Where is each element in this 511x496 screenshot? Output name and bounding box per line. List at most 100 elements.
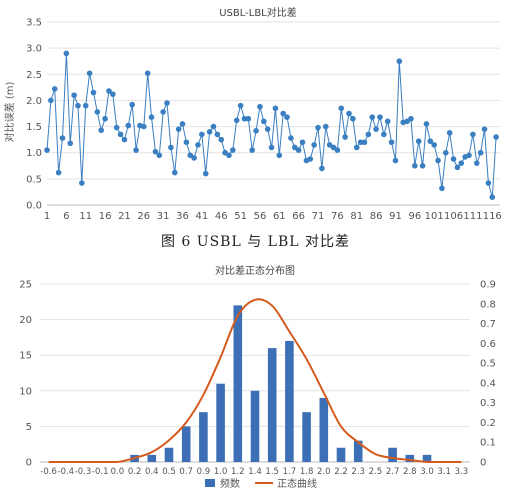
chart1-data-point	[171, 169, 178, 176]
chart1-data-point	[152, 148, 159, 155]
chart1-data-point	[75, 102, 81, 109]
chart2-x-tick-label: 3.1	[437, 467, 451, 477]
chart1-data-point	[226, 152, 232, 159]
chart2-bar	[267, 348, 277, 462]
chart1-data-point	[319, 165, 325, 172]
chart1-data-point	[160, 109, 166, 115]
chart1-data-point	[63, 50, 70, 57]
chart1-x-tick-label: 116	[483, 211, 502, 222]
chart1-data-point	[257, 103, 263, 110]
chart2-y-tick-label: 15	[19, 351, 32, 362]
chart2-bar	[319, 397, 329, 462]
chart1-data-point	[396, 58, 403, 65]
chart1-data-point	[121, 136, 128, 143]
chart1-data-point	[237, 102, 244, 109]
chart1-data-point	[427, 138, 434, 145]
chart1-x-tick-label: 36	[176, 211, 189, 222]
chart1-data-point	[245, 115, 252, 122]
chart1-x-tick-label: 91	[389, 211, 402, 222]
chart2-x-tick-label: -0.3	[75, 467, 92, 477]
chart1-data-point	[412, 162, 418, 169]
chart2-y2-tick-label: 0.7	[480, 319, 496, 330]
chart1-data-point	[199, 131, 205, 138]
chart1-y-tick-label: 1.0	[26, 148, 42, 159]
chart1-y-tick-label: 3.0	[26, 44, 42, 55]
chart1-data-point	[268, 144, 275, 151]
chart1-data-point	[450, 156, 457, 162]
chart1-data-point	[140, 123, 147, 130]
chart1-data-point	[94, 109, 101, 115]
chart1-data-point	[365, 131, 372, 138]
chart2-bar	[405, 454, 415, 462]
chart1-data-point	[442, 149, 449, 156]
chart1-data-point	[59, 135, 66, 141]
chart1-data-point	[446, 130, 453, 136]
chart2-x-tick-label: 2.3	[351, 467, 365, 477]
legend-curve-label: 正态曲线	[277, 477, 317, 490]
chart1-data-point	[144, 70, 151, 77]
chart1-x-tick-label: 106	[444, 211, 463, 222]
chart2-y2-tick-label: 0.9	[480, 280, 496, 291]
chart2-bar	[422, 454, 432, 462]
chart2-x-tick-label: 1.7	[283, 467, 297, 477]
chart1-data-point	[334, 147, 341, 153]
chart1-data-point	[264, 126, 271, 132]
chart1-y-tick-label: 2.0	[26, 96, 42, 107]
chart1-data-point	[175, 126, 182, 132]
chart2-x-tick-label: 2.5	[369, 467, 383, 477]
chart1-data-point	[156, 152, 163, 159]
chart1-x-tick-label: 21	[118, 211, 131, 222]
chart1-data-point	[195, 142, 201, 148]
chart2-y2-tick-label: 0.3	[480, 398, 496, 409]
chart1-data-point	[148, 114, 155, 120]
chart2-y-tick-label: 0	[26, 458, 32, 469]
chart2-legend: 频数 正态曲线	[205, 477, 317, 490]
chart1-y-tick-label: 0.0	[26, 201, 42, 212]
chart1-data-point	[388, 139, 395, 146]
chart2-x-tick-label: -0.4	[58, 467, 75, 477]
chart1-data-point	[241, 115, 248, 122]
chart1-data-point	[102, 115, 108, 122]
chart1-data-point	[299, 139, 306, 146]
chart1-x-tick-label: 56	[254, 211, 267, 222]
chart1-data-point	[350, 115, 356, 122]
chart1-data-point	[253, 127, 259, 134]
chart1-data-point	[408, 115, 414, 122]
chart1-data-point	[466, 152, 472, 159]
chart2-bar	[164, 447, 174, 462]
chart1-data-point	[311, 142, 317, 148]
chart1-data-point	[55, 169, 62, 176]
chart1-data-point	[90, 89, 97, 96]
chart2-y-tick-label: 10	[19, 386, 32, 397]
chart1-x-tick-label: 51	[234, 211, 247, 222]
chart2-bar	[353, 440, 363, 462]
chart1-data-point	[168, 144, 174, 151]
chart2-bar	[388, 447, 397, 462]
chart1-data-point	[230, 147, 236, 153]
chart1-data-point	[82, 102, 89, 109]
chart2-y2-tick-label: 0.8	[480, 299, 496, 310]
chart1-data-point	[233, 117, 240, 124]
chart2-bar	[250, 390, 260, 462]
chart1-data-point	[191, 155, 197, 161]
chart1-data-point	[381, 131, 387, 138]
chart1-x-tick-label: 16	[99, 211, 112, 222]
chart1-x-tick-label: 96	[408, 211, 421, 222]
chart1-x-tick-label: 1	[44, 211, 50, 222]
chart2-y2-tick-label: 0.6	[480, 339, 496, 350]
chart1-x-tick-label: 26	[137, 211, 150, 222]
chart1-data-point	[210, 123, 217, 130]
chart1-data-point	[477, 149, 484, 156]
chart2-x-tick-label: 0.4	[145, 467, 159, 477]
chart2-bar	[199, 412, 208, 462]
chart1-data-point	[117, 131, 124, 138]
chart1-data-point	[284, 114, 290, 120]
chart1-data-point	[338, 105, 345, 112]
chart1-x-tick-label: 86	[370, 211, 383, 222]
chart1-x-tick-label: 101	[425, 211, 444, 222]
chart1-data-point	[249, 147, 256, 153]
chart2-x-tick-label: 0.9	[197, 467, 211, 477]
chart1-data-point	[218, 136, 225, 143]
chart1-data-point	[202, 170, 209, 177]
chart1-data-point	[369, 114, 376, 120]
